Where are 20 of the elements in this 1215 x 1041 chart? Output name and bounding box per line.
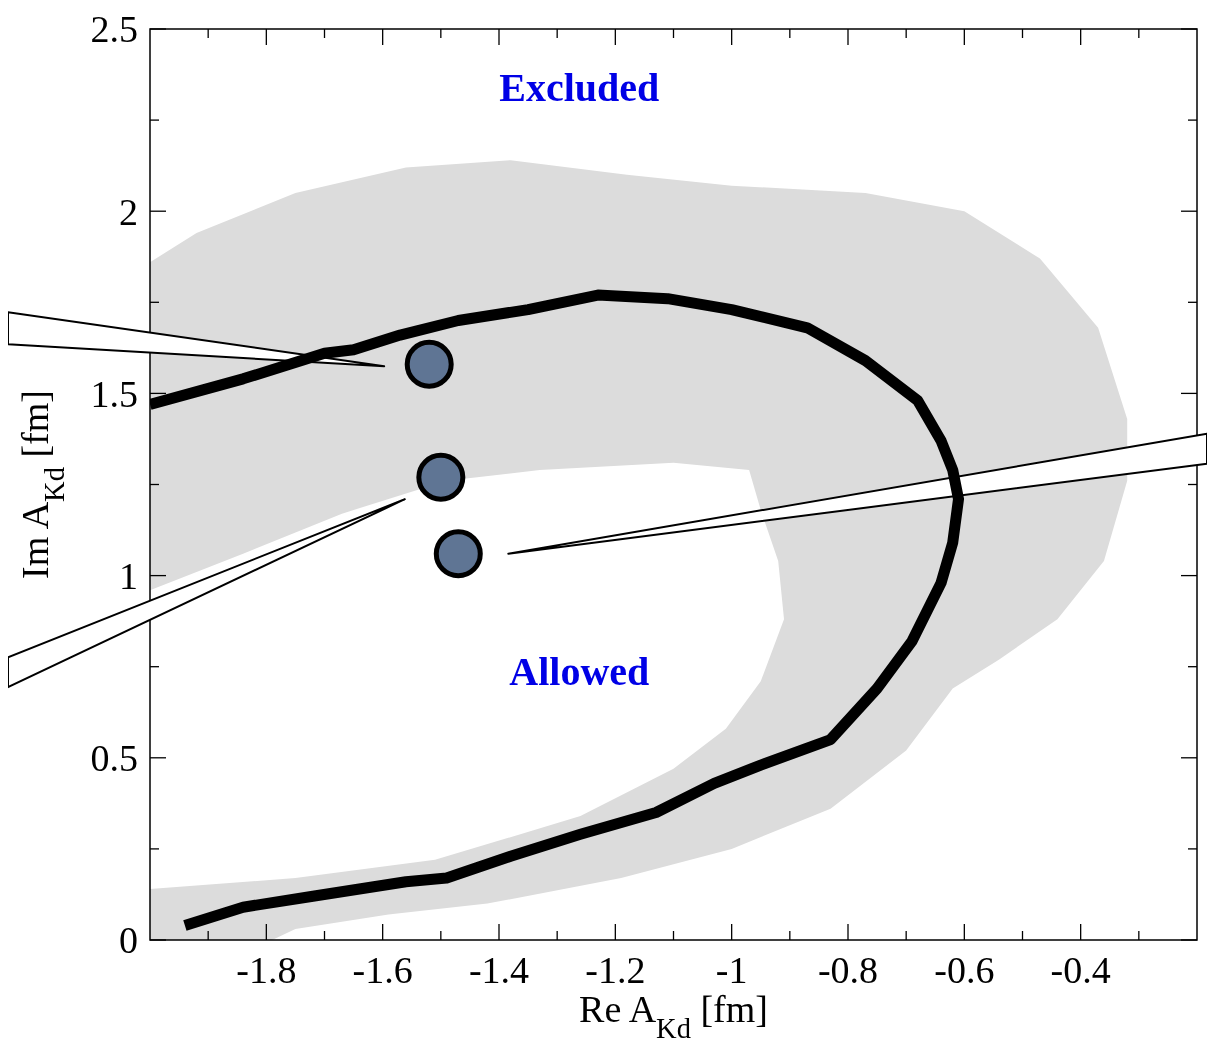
x-tick-label: -1.2 — [585, 948, 646, 991]
x-axis-title: Re A$_{Kd}$ [fm] — [579, 988, 768, 1041]
x-tick-label: -1.4 — [468, 948, 530, 991]
point — [433, 529, 483, 579]
point — [416, 452, 466, 502]
x-tick-label: -1.6 — [352, 948, 413, 991]
x-tick-label: -1 — [715, 948, 748, 991]
annotation: Excluded — [499, 64, 660, 110]
y-tick-label: 1 — [119, 555, 138, 598]
y-tick-label: 0 — [119, 919, 138, 962]
y-tick-label: 1.5 — [90, 372, 138, 415]
y-tick-label: 2 — [119, 190, 138, 233]
x-tick-label: -0.4 — [1050, 948, 1111, 991]
x-tick-label: -0.6 — [934, 948, 995, 991]
x-tick-label: -1.8 — [236, 948, 297, 991]
point — [404, 339, 454, 389]
x-tick-label: -0.8 — [817, 948, 879, 991]
annotation: Allowed — [509, 648, 650, 694]
y-tick-label: 2.5 — [90, 8, 138, 51]
y-tick-label: 0.5 — [90, 737, 138, 780]
